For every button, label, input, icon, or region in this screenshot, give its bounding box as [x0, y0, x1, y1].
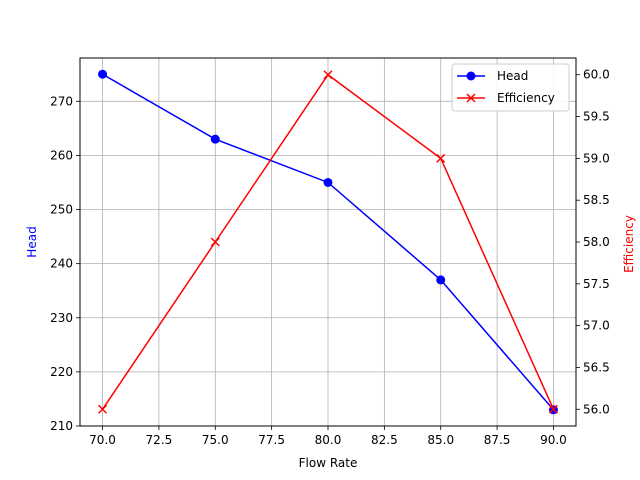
head-point [436, 275, 446, 285]
head-point [210, 134, 220, 144]
right-y-tick-label: 56.0 [583, 402, 610, 416]
efficiency-point [548, 404, 558, 414]
x-tick-label: 75.0 [202, 433, 229, 447]
left-y-tick-label: 210 [50, 419, 73, 433]
x-tick-label: 77.5 [258, 433, 285, 447]
efficiency-point [98, 404, 108, 414]
right-y-tick-label: 59.0 [583, 151, 610, 165]
efficiency-point [323, 70, 333, 80]
x-tick-label: 70.0 [89, 433, 116, 447]
series-layer [98, 69, 558, 415]
legend-efficiency-label: Efficiency [497, 91, 555, 105]
left-y-tick-label: 250 [50, 203, 73, 217]
legend-entry-head: Head [457, 69, 528, 83]
legend-head-marker [466, 71, 476, 81]
legend-entry-efficiency: Efficiency [457, 91, 555, 105]
left-y-axis-label: Head [25, 226, 39, 257]
right-y-axis-label: Efficiency [622, 215, 636, 273]
right-y-tick-label: 57.0 [583, 319, 610, 333]
right-y-axis: 56.0 56.5 57.0 57.5 58.0 58.5 59.0 59.5 60.0 [576, 68, 610, 416]
left-y-tick-label: 220 [50, 365, 73, 379]
x-tick-label: 90.0 [540, 433, 567, 447]
x-tick-label: 82.5 [371, 433, 398, 447]
left-y-tick-label: 270 [50, 94, 73, 108]
left-y-tick-label: 240 [50, 257, 73, 271]
x-tick-label: 72.5 [146, 433, 173, 447]
right-y-tick-label: 58.0 [583, 235, 610, 249]
x-tick-label: 85.0 [427, 433, 454, 447]
efficiency-point [436, 153, 446, 163]
right-y-tick-label: 59.5 [583, 110, 610, 124]
right-y-tick-label: 58.5 [583, 193, 610, 207]
x-axis-label: Flow Rate [299, 456, 358, 470]
left-y-tick-label: 260 [50, 148, 73, 162]
x-tick-label: 87.5 [484, 433, 511, 447]
legend-efficiency-marker [466, 93, 476, 103]
left-y-axis: 210 220 230 240 250 260 270 [50, 94, 80, 433]
left-y-tick-label: 230 [50, 311, 73, 325]
legend: Head Efficiency [451, 63, 570, 112]
right-y-tick-label: 60.0 [583, 68, 610, 82]
efficiency-point [210, 237, 220, 247]
head-point [323, 177, 333, 187]
right-y-tick-label: 56.5 [583, 360, 610, 374]
head-point [98, 69, 108, 79]
x-axis: 70.0 72.5 75.0 77.5 80.0 82.5 85.0 87.5 90.0 [89, 426, 567, 447]
legend-head-label: Head [497, 69, 528, 83]
grid [80, 58, 576, 427]
right-y-tick-label: 57.5 [583, 277, 610, 291]
x-tick-label: 80.0 [315, 433, 342, 447]
